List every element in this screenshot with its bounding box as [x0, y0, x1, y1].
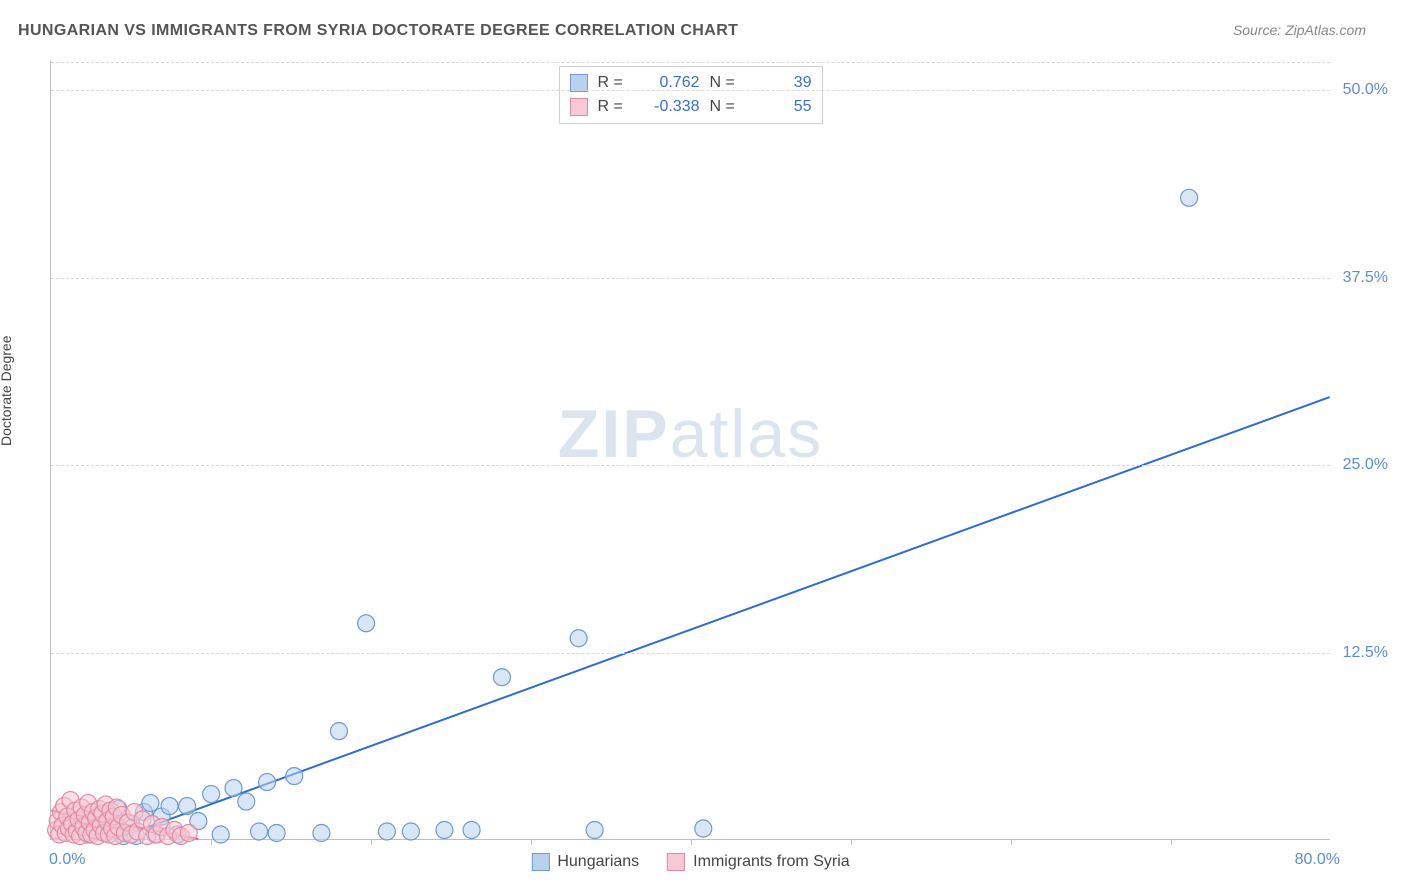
x-origin-label: 0.0% [49, 851, 85, 869]
plot-area: ZIPatlas R =0.762N =39R =-0.338N =55 Hun… [50, 60, 1330, 840]
scatter-point [358, 615, 375, 632]
legend-r-value: -0.338 [640, 95, 700, 119]
correlation-legend: R = 0.762 N = 39 R = -0.338 N = 55 [559, 66, 823, 124]
scatter-point [330, 723, 347, 740]
legend-item: Immigrants from Syria [667, 853, 849, 871]
scatter-point [402, 823, 419, 840]
scatter-point [238, 793, 255, 810]
scatter-point [313, 825, 330, 842]
x-tick [691, 839, 692, 845]
x-tick [851, 839, 852, 845]
scatter-point [212, 826, 229, 843]
legend-swatch [531, 853, 549, 871]
legend-n-value: 39 [752, 71, 812, 95]
scatter-point [695, 820, 712, 837]
scatter-point [225, 780, 242, 797]
y-tick-label: 37.5% [1343, 269, 1388, 287]
legend-item-label: Immigrants from Syria [693, 853, 849, 871]
legend-n-label: N = [710, 95, 742, 119]
scatter-point [463, 822, 480, 839]
source-attribution: Source: ZipAtlas.com [1233, 22, 1366, 38]
y-axis-label: Doctorate Degree [0, 335, 14, 446]
scatter-point [180, 825, 197, 842]
scatter-point [586, 822, 603, 839]
scatter-point [1181, 189, 1198, 206]
legend-item-label: Hungarians [557, 853, 639, 871]
y-tick-label: 50.0% [1343, 81, 1388, 99]
chart-svg [51, 60, 1330, 839]
legend-row: R = -0.338 N = 55 [570, 95, 812, 119]
series-legend: Hungarians Immigrants from Syria [531, 853, 849, 871]
legend-r-label: R = [598, 71, 630, 95]
y-tick-label: 12.5% [1343, 644, 1388, 662]
y-tick-label: 25.0% [1343, 456, 1388, 474]
x-tick [371, 839, 372, 845]
scatter-point [259, 774, 276, 791]
gridline [51, 465, 1330, 466]
x-tick [531, 839, 532, 845]
legend-swatch [570, 98, 588, 116]
x-tick [1171, 839, 1172, 845]
legend-item: Hungarians [531, 853, 639, 871]
chart-title: HUNGARIAN VS IMMIGRANTS FROM SYRIA DOCTO… [18, 22, 738, 40]
x-tick [1011, 839, 1012, 845]
legend-r-label: R = [598, 95, 630, 119]
gridline [51, 653, 1330, 654]
scatter-point [570, 630, 587, 647]
scatter-point [251, 823, 268, 840]
scatter-point [286, 768, 303, 785]
scatter-point [436, 822, 453, 839]
legend-n-label: N = [710, 71, 742, 95]
legend-row: R = 0.762 N = 39 [570, 71, 812, 95]
scatter-point [161, 798, 178, 815]
scatter-point [203, 786, 220, 803]
legend-r-value: 0.762 [640, 71, 700, 95]
gridline [51, 62, 1330, 63]
x-tick [211, 839, 212, 845]
legend-n-value: 55 [752, 95, 812, 119]
scatter-point [179, 798, 196, 815]
x-end-label: 80.0% [1295, 851, 1340, 869]
legend-swatch [667, 853, 685, 871]
gridline [51, 278, 1330, 279]
scatter-point [142, 795, 159, 812]
scatter-point [493, 669, 510, 686]
scatter-point [378, 823, 395, 840]
scatter-point [268, 825, 285, 842]
gridline [51, 90, 1330, 91]
